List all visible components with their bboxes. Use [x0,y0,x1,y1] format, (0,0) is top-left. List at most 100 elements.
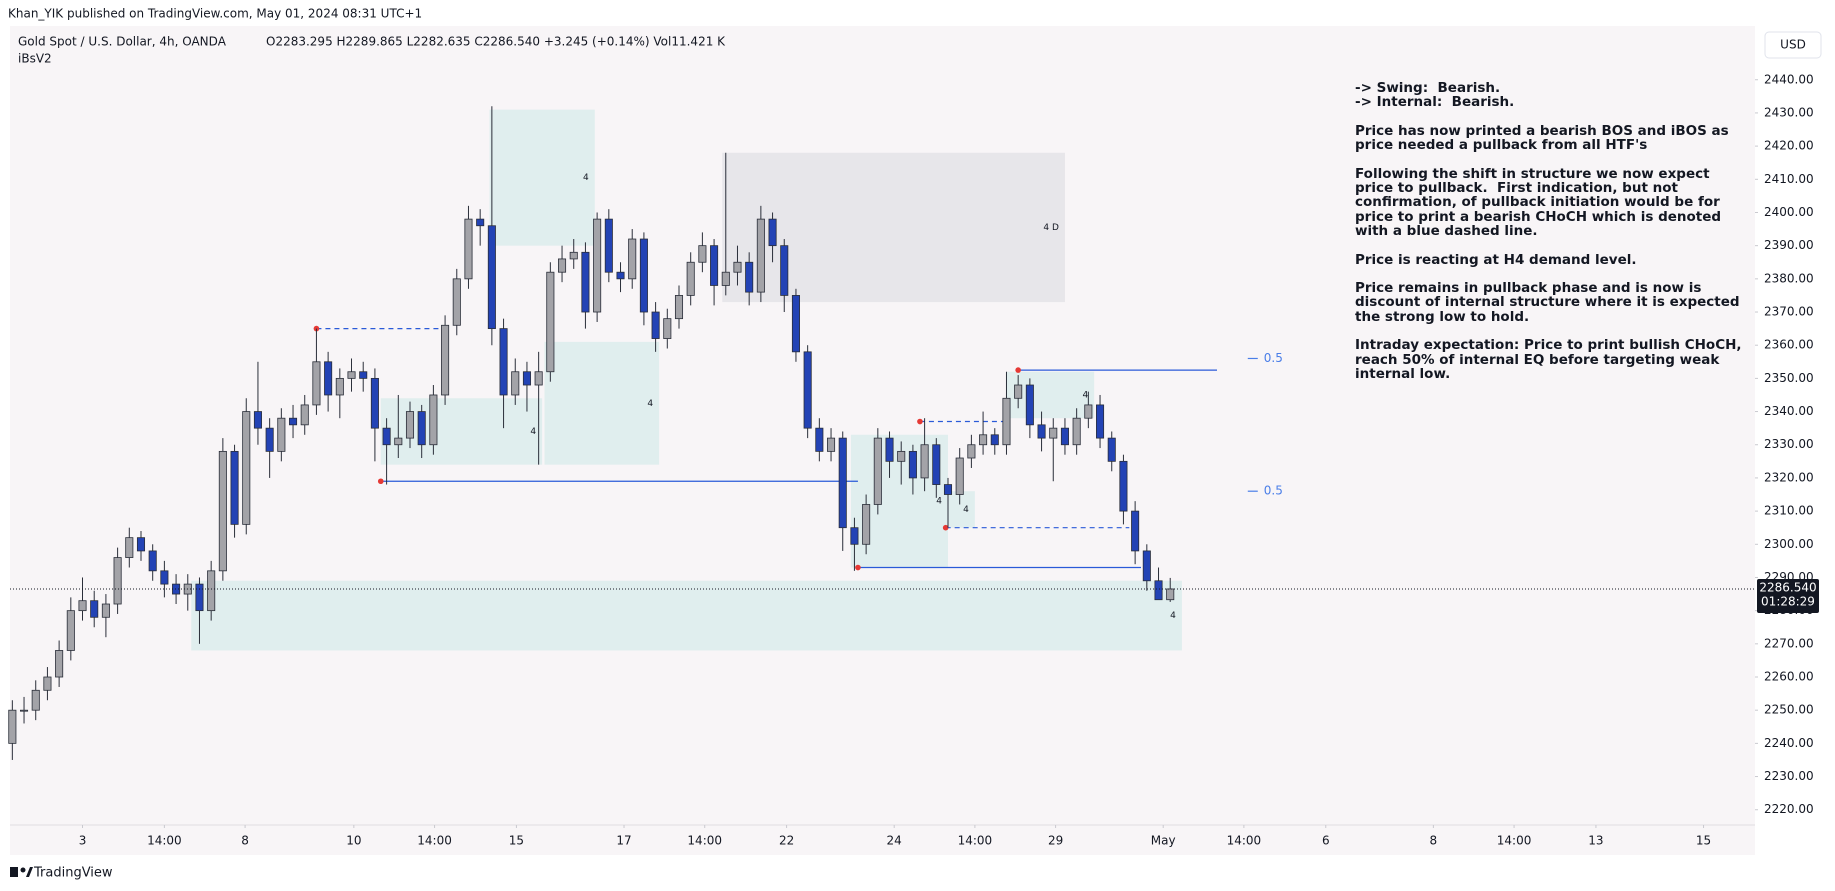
candle-body [674,295,684,320]
candle-body [1131,510,1140,552]
candle-body [452,278,461,326]
candle-body [897,450,906,462]
candle-body [593,218,602,313]
y-tick-label: 2230.00 [1764,769,1814,783]
x-tick-label: 14:00 [417,834,452,848]
y-tick-label: 2260.00 [1764,670,1814,684]
x-tick-label: 8 [1430,834,1438,848]
y-tick-label: 2350.00 [1764,371,1814,385]
zone-label: 4 [647,399,653,409]
zone [947,491,975,528]
candle-body [815,427,824,452]
currency-button[interactable] [1764,31,1822,59]
y-tick-label: 2320.00 [1764,470,1814,484]
candle-body [651,311,660,339]
logo-mark [10,867,18,877]
candle-body [663,318,672,339]
x-tick-label: 22 [779,834,794,848]
candle-body [43,676,52,691]
countdown: 01:28:29 [1761,594,1815,608]
note-line: Price is reacting at H4 demand level. [1355,251,1637,268]
candle-body [487,225,496,330]
x-tick-label: 15 [1696,834,1711,848]
candle-body [1014,384,1023,399]
candle-body [698,245,707,263]
y-tick-label: 2240.00 [1764,736,1814,750]
candle-body [745,261,754,293]
candle-body [920,444,929,479]
candle-body [639,238,648,313]
note-paragraph: Price has now printed a bearish BOS and … [1355,124,1742,153]
y-tick-label: 2420.00 [1764,139,1814,153]
candle-body [405,411,415,439]
candle-body [1142,550,1151,582]
swing-point [377,478,384,485]
candle-body [838,437,847,529]
y-tick-label: 2400.00 [1764,205,1814,219]
zone-label: 4 [936,497,942,507]
candle-body [265,427,274,452]
zone-label: 4 [530,427,536,437]
note-line: price to pullback. First indication, but… [1355,180,1678,197]
x-tick-label: 10 [346,834,361,848]
candle-body [522,371,531,386]
level-label: 0.5 [1264,484,1283,498]
note-paragraph: Intraday expectation: Price to print bul… [1355,338,1742,381]
candle-body [277,417,286,452]
candle-body [31,689,40,711]
candle-body [943,484,953,495]
y-tick-label: 2220.00 [1764,802,1814,816]
candle-body [136,537,146,552]
candle-body [990,434,999,446]
candle-body [207,570,216,612]
candle-body [581,251,590,313]
symbol: Gold Spot / U.S. Dollar, 4h, OANDA [18,35,227,49]
y-tick-label: 2340.00 [1764,404,1814,418]
y-tick-label: 2310.00 [1764,504,1814,518]
candle-body [148,550,157,572]
x-tick-label: 8 [241,834,249,848]
candle-body [768,218,777,247]
candle-body [791,295,800,353]
candle-body [873,437,882,505]
candle-body [885,437,894,462]
annotation: -> Swing: Bearish. -> Internal: Bearish. P… [1355,81,1742,396]
candle-body [569,251,578,260]
candle-body [1025,384,1034,426]
candle-body [710,245,719,286]
candle-body [300,404,309,426]
zone-label: 4 [963,505,969,515]
y-tick-label: 2270.00 [1764,636,1814,650]
zone [191,580,1182,651]
swing-point [917,418,923,425]
note-paragraph: -> Swing: Bearish. -> Internal: Bearish. [1355,81,1742,110]
candle-body [534,371,543,386]
x-tick-label: 13 [1588,834,1603,848]
note-line: -> Internal: Bearish. [1355,94,1515,111]
currency[interactable]: USD [1780,38,1806,52]
candle-body [8,709,17,744]
zone-label: 4 [1082,390,1088,400]
header: Khan_YIK published on TradingView.com, M… [8,7,422,21]
candle-body [335,377,344,396]
candle-body [312,361,321,406]
candle-body [733,261,742,273]
candle-body [370,377,379,429]
zone-label: 4 [583,173,589,183]
swing-point [855,564,861,571]
candle-body [1072,417,1081,446]
candle-body [604,218,613,273]
y-tick-label: 2430.00 [1764,105,1814,119]
candle-body [441,324,450,396]
candle-body [932,444,941,485]
swing-point [942,524,949,531]
note-line: the strong low to hold. [1355,308,1530,325]
candle-body [289,417,298,426]
x-tick-label: 29 [1048,834,1063,848]
zone [722,152,1065,303]
note-line: reach 50% of internal EQ before targetin… [1355,351,1720,368]
note-line: -> Swing: Bearish. [1355,80,1501,96]
zone [380,398,543,465]
y-tick-label: 2360.00 [1764,338,1814,352]
